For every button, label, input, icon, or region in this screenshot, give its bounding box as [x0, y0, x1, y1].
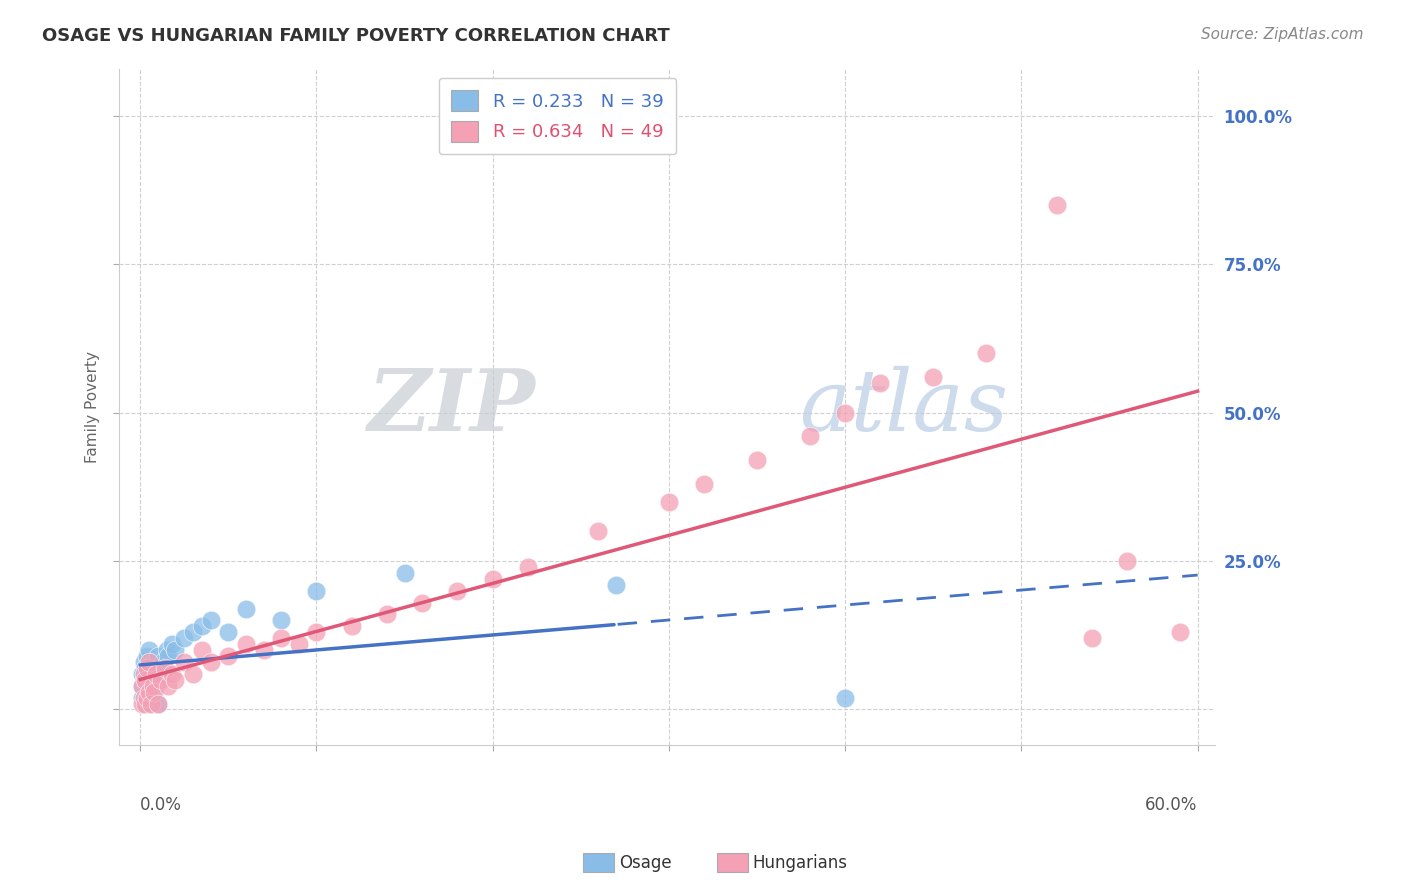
Point: [191, 643, 214, 657]
Point: [1168, 625, 1191, 640]
Y-axis label: Family Poverty: Family Poverty: [86, 351, 100, 463]
Point: [134, 684, 156, 698]
Point: [834, 690, 856, 705]
Point: [799, 429, 821, 443]
Point: [270, 614, 292, 628]
Point: [165, 673, 187, 687]
Point: [693, 477, 716, 491]
Point: [235, 601, 257, 615]
Text: Osage: Osage: [619, 854, 671, 871]
Point: [146, 697, 169, 711]
Point: [1046, 198, 1069, 212]
Text: Source: ZipAtlas.com: Source: ZipAtlas.com: [1201, 27, 1364, 42]
Point: [139, 684, 162, 698]
Point: [131, 679, 153, 693]
Point: [411, 596, 433, 610]
Point: [305, 583, 328, 598]
Point: [1116, 554, 1139, 568]
Point: [153, 661, 176, 675]
Point: [145, 666, 167, 681]
Point: [143, 655, 166, 669]
Point: [181, 666, 204, 681]
Text: ZIP: ZIP: [368, 365, 536, 449]
Point: [139, 661, 162, 675]
Point: [173, 655, 195, 669]
Point: [173, 632, 195, 646]
Point: [136, 690, 159, 705]
Point: [869, 376, 891, 390]
Point: [157, 679, 180, 693]
Point: [134, 697, 156, 711]
Point: [745, 453, 768, 467]
Point: [152, 655, 174, 669]
Point: [136, 648, 159, 663]
Point: [157, 648, 180, 663]
Point: [141, 679, 163, 693]
Point: [375, 607, 398, 622]
Point: [217, 648, 239, 663]
Point: [150, 673, 173, 687]
Point: [141, 690, 163, 705]
Point: [165, 643, 187, 657]
Text: OSAGE VS HUNGARIAN FAMILY POVERTY CORRELATION CHART: OSAGE VS HUNGARIAN FAMILY POVERTY CORREL…: [42, 27, 669, 45]
Point: [134, 673, 156, 687]
Point: [150, 661, 173, 675]
Point: [132, 673, 155, 687]
Point: [131, 697, 153, 711]
Point: [340, 619, 363, 633]
Point: [138, 684, 160, 698]
Point: [516, 560, 538, 574]
Point: [149, 666, 172, 681]
Point: [446, 583, 468, 598]
Point: [200, 655, 222, 669]
Point: [132, 666, 155, 681]
Point: [922, 370, 945, 384]
Point: [834, 406, 856, 420]
Point: [200, 614, 222, 628]
Point: [305, 625, 328, 640]
Point: [181, 625, 204, 640]
Point: [139, 697, 162, 711]
Point: [138, 673, 160, 687]
Point: [134, 661, 156, 675]
Point: [132, 655, 155, 669]
Point: [138, 643, 160, 657]
Legend: R = 0.233   N = 39, R = 0.634   N = 49: R = 0.233 N = 39, R = 0.634 N = 49: [439, 78, 676, 154]
Point: [160, 666, 183, 681]
Point: [588, 524, 610, 539]
Point: [974, 346, 997, 360]
Point: [136, 690, 159, 705]
Point: [217, 625, 239, 640]
Point: [481, 572, 503, 586]
Point: [132, 690, 155, 705]
Point: [136, 661, 159, 675]
Point: [146, 648, 169, 663]
Text: 60.0%: 60.0%: [1146, 796, 1198, 814]
Point: [270, 632, 292, 646]
Point: [143, 684, 166, 698]
Point: [131, 690, 153, 705]
Text: 0.0%: 0.0%: [141, 796, 181, 814]
Text: Hungarians: Hungarians: [752, 854, 848, 871]
Point: [131, 666, 153, 681]
Point: [138, 697, 160, 711]
Point: [1081, 632, 1104, 646]
Point: [252, 643, 274, 657]
Point: [191, 619, 214, 633]
Point: [235, 637, 257, 651]
Point: [160, 637, 183, 651]
Point: [156, 643, 179, 657]
Point: [146, 697, 169, 711]
Point: [138, 655, 160, 669]
Point: [132, 697, 155, 711]
Point: [658, 494, 681, 508]
Point: [605, 578, 627, 592]
Point: [394, 566, 416, 580]
Text: atlas: atlas: [799, 366, 1008, 448]
Point: [288, 637, 311, 651]
Point: [141, 666, 163, 681]
Point: [145, 679, 167, 693]
Point: [131, 679, 153, 693]
